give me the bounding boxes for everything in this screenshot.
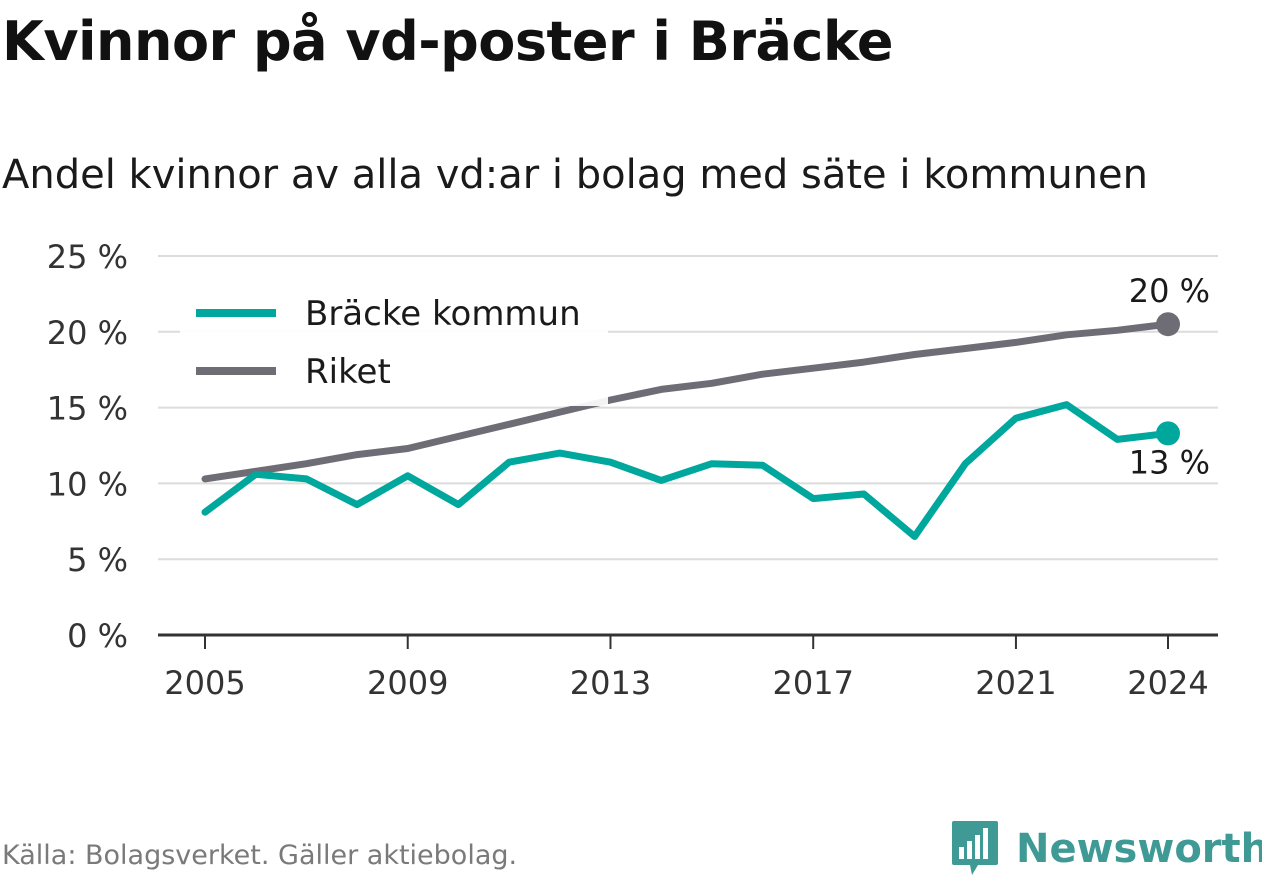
y-tick-label: 0 % bbox=[67, 617, 128, 655]
x-tick-label: 2021 bbox=[975, 664, 1056, 702]
y-tick-label: 10 % bbox=[47, 465, 128, 503]
legend-background bbox=[180, 288, 608, 406]
x-tick-label: 2009 bbox=[367, 664, 448, 702]
x-tick-label: 2005 bbox=[164, 664, 245, 702]
brand-name: Newsworthy bbox=[1016, 826, 1262, 872]
end-label: 20 % bbox=[1129, 272, 1210, 310]
legend-label: Riket bbox=[305, 352, 391, 392]
legend: Bräcke kommun Riket bbox=[180, 288, 608, 406]
y-tick-label: 5 % bbox=[67, 541, 128, 579]
brand-logo: Newsworthy bbox=[950, 818, 1262, 880]
x-tick-label: 2013 bbox=[570, 664, 651, 702]
chart-subtitle: Andel kvinnor av alla vd:ar i bolag med … bbox=[2, 152, 1148, 198]
end-label: 13 % bbox=[1129, 443, 1210, 481]
y-axis-ticks: 0 % 5 % 10 % 15 % 20 % 25 % bbox=[47, 238, 128, 655]
chart-title: Kvinnor på vd-poster i Bräcke bbox=[2, 10, 894, 73]
series-line-braecke bbox=[201, 401, 1172, 540]
legend-label: Bräcke kommun bbox=[305, 294, 581, 334]
series-line-riket bbox=[201, 320, 1172, 483]
y-tick-label: 15 % bbox=[47, 390, 128, 428]
x-axis: 2005 2009 2013 2017 2021 2024 bbox=[158, 633, 1218, 702]
end-point-riket bbox=[1156, 312, 1180, 337]
x-tick-label: 2017 bbox=[772, 664, 853, 702]
end-labels: 20 % 13 % bbox=[1129, 272, 1210, 481]
source-note: Källa: Bolagsverket. Gäller aktiebolag. bbox=[2, 840, 518, 871]
y-tick-label: 25 % bbox=[47, 238, 128, 276]
y-tick-label: 20 % bbox=[47, 314, 128, 352]
series-lines bbox=[201, 312, 1180, 540]
end-point-braecke bbox=[1156, 421, 1180, 446]
x-tick-label: 2024 bbox=[1127, 664, 1208, 702]
newsworthy-logo-icon bbox=[952, 821, 998, 875]
